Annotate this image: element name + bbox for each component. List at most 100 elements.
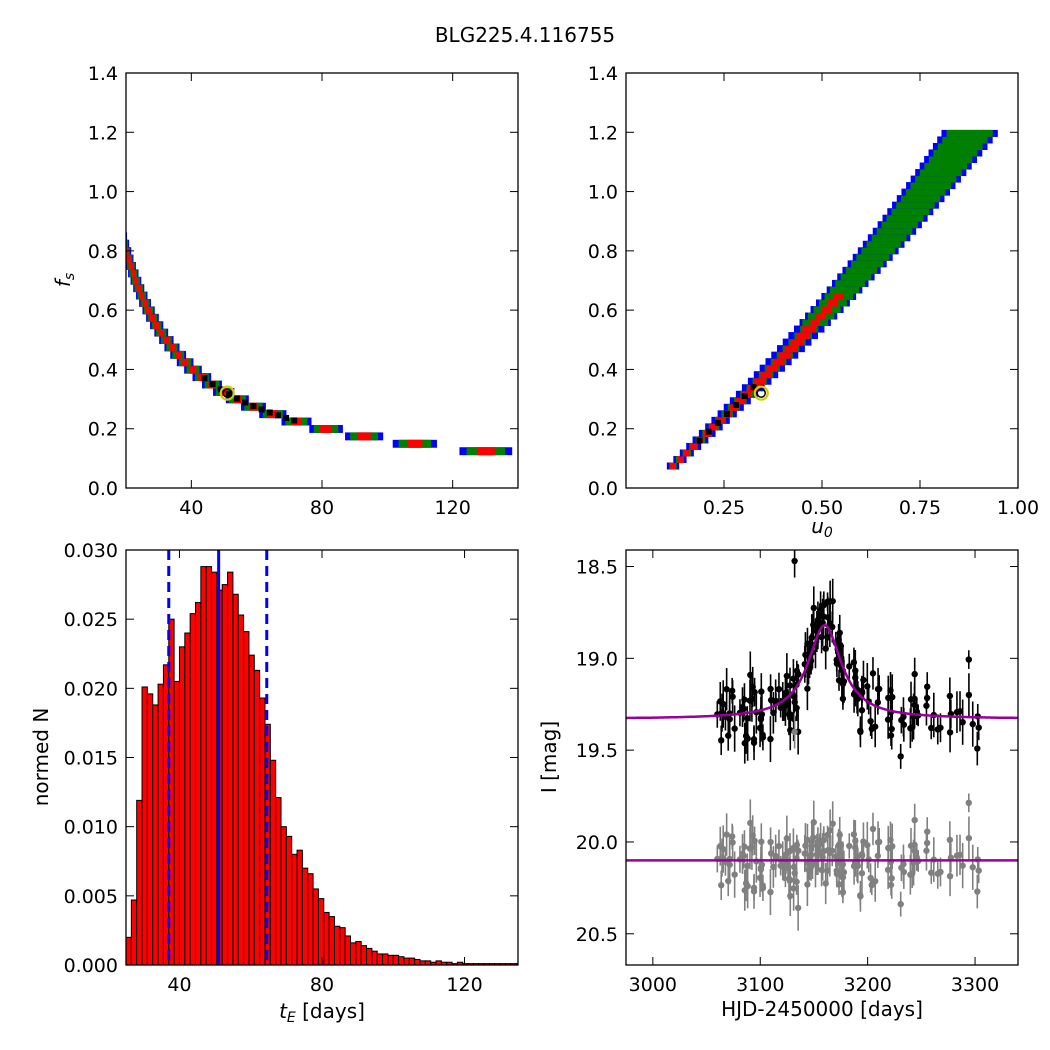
data-point	[911, 695, 918, 702]
histogram-bar	[189, 613, 196, 965]
confidence-cell	[928, 156, 973, 164]
confidence-cell	[840, 273, 872, 281]
data-point	[953, 708, 961, 716]
confidence-cell	[670, 462, 676, 470]
confidence-cell	[856, 253, 890, 261]
confidence-cell	[905, 188, 946, 196]
confidence-cell	[754, 377, 765, 385]
residual-point	[928, 869, 935, 876]
y-tick-label: 0.0	[588, 478, 618, 500]
residual-point	[744, 882, 751, 890]
x-tick-label: 0.75	[899, 497, 941, 519]
histogram-bar	[227, 571, 234, 965]
histogram-bar	[312, 888, 319, 965]
histogram-bar	[243, 631, 250, 965]
confidence-cell	[778, 351, 791, 359]
best-cell	[291, 417, 298, 424]
residual-point	[867, 874, 874, 882]
residual-point	[818, 866, 825, 874]
residual-point	[729, 839, 736, 846]
confidence-cell	[142, 299, 148, 307]
heatmap-tE-fs	[126, 232, 513, 456]
data-point	[749, 683, 756, 691]
data-point	[858, 687, 866, 695]
best-cell	[696, 437, 703, 444]
axis-ticks: 0.25 0.50 0.75 1.00 0.0 0.2 0.4 0.6 0.8 1.0 1.2 1.4	[588, 63, 1039, 519]
histogram-bar	[126, 936, 132, 965]
y-tick-label: 0.6	[588, 300, 618, 322]
residual-point	[911, 816, 918, 824]
best-cell	[201, 375, 208, 382]
best-fit-marker	[219, 385, 235, 401]
confidence-cell	[810, 319, 820, 327]
residual-point	[746, 845, 754, 852]
x-tick-label: 40	[179, 497, 203, 519]
x-tick-label: 3200	[843, 974, 891, 996]
lightcurve-points	[626, 550, 1018, 931]
residual-point	[723, 831, 730, 838]
best-cell	[705, 428, 712, 435]
histogram-bar	[275, 797, 282, 965]
data-point	[887, 732, 895, 739]
confidence-cell	[690, 442, 698, 450]
heatmap-u0-fs	[666, 129, 998, 470]
x-tick-label: 40	[167, 974, 191, 996]
residual-point	[718, 882, 725, 889]
histogram-bar	[323, 911, 330, 965]
x-tick-label: 80	[310, 974, 334, 996]
data-point	[923, 702, 930, 709]
data-point	[729, 693, 736, 700]
y-tick-label: 0.4	[88, 359, 118, 381]
x-tick-label: 0.50	[801, 497, 843, 519]
histogram-bar	[259, 697, 266, 965]
confidence-cell	[735, 397, 746, 405]
residual-point	[850, 831, 858, 838]
confidence-cell	[866, 240, 901, 248]
confidence-cell	[946, 129, 993, 137]
histogram-bar	[291, 853, 298, 965]
y-tick-label: 0.020	[64, 678, 118, 700]
data-point	[790, 675, 797, 682]
data-point	[785, 711, 793, 718]
residual-point	[790, 885, 797, 892]
best-cell	[714, 419, 721, 426]
y-axis-subscript: s	[62, 273, 78, 280]
best-cell	[266, 409, 273, 416]
confidence-cell	[827, 299, 839, 307]
data-point	[767, 685, 774, 693]
data-point	[974, 745, 981, 752]
histogram-bar	[200, 566, 207, 965]
histogram-bar	[403, 957, 410, 965]
histogram-bar	[141, 686, 148, 965]
x-axis-label: HJD-2450000 [days]	[721, 997, 923, 1021]
residual-point	[875, 838, 883, 846]
residual-point	[829, 820, 836, 827]
histogram-bar	[253, 669, 261, 965]
histogram-bar	[376, 953, 384, 965]
histogram-bar	[136, 799, 143, 965]
data-point	[718, 737, 725, 744]
data-point	[791, 557, 798, 565]
histogram-bar	[333, 925, 341, 965]
y-axis-label: I [mag]	[537, 721, 561, 793]
y-tick-label: 1.4	[588, 63, 618, 85]
data-point	[758, 688, 765, 695]
y-tick-label: 0.005	[64, 886, 118, 908]
y-tick-label: 0.2	[88, 419, 118, 441]
x-tick-label: 120	[435, 497, 471, 519]
data-point	[757, 716, 765, 723]
y-axis-label: normed N	[29, 708, 53, 807]
confidence-cell	[910, 182, 952, 190]
confidence-cell	[357, 432, 371, 441]
histogram-bar	[152, 704, 159, 965]
residual-point	[787, 892, 794, 900]
residual-point	[767, 888, 774, 896]
residual-point	[731, 871, 738, 878]
residual-point	[804, 881, 811, 888]
data-point	[928, 724, 935, 732]
histogram-bar	[392, 954, 400, 965]
y-tick-label: 20.0	[576, 832, 618, 854]
x-tick-label: 80	[310, 497, 334, 519]
confidence-cell	[267, 410, 278, 419]
histogram-bar	[317, 898, 325, 965]
